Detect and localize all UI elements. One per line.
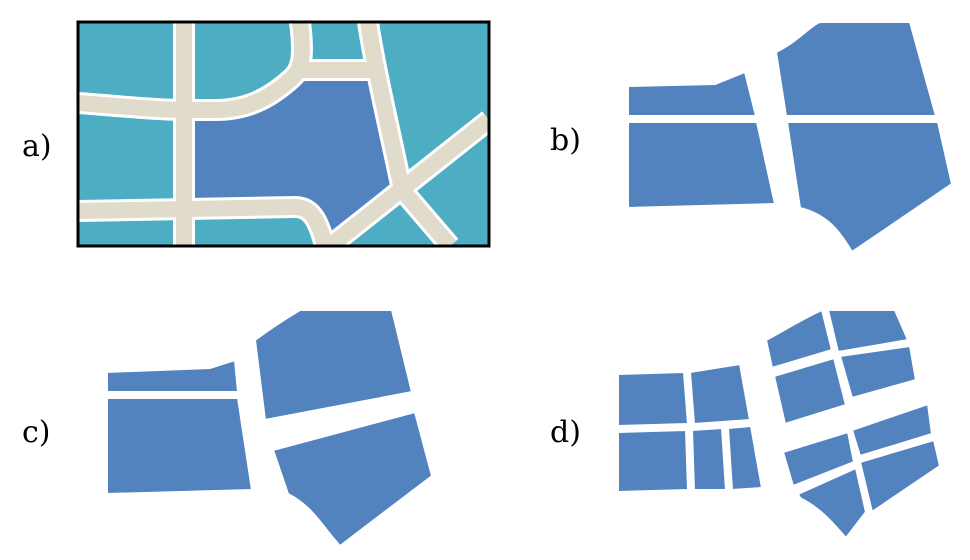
parcel-c-right-bottom bbox=[271, 410, 434, 548]
parcel-d-left-c bbox=[617, 428, 690, 494]
parcel-d-right-g bbox=[858, 438, 942, 514]
parcel-d-right-c bbox=[772, 356, 848, 426]
parcel-b-right-top bbox=[774, 21, 938, 117]
parcel-b-left-top bbox=[627, 70, 758, 117]
map-road-south bbox=[78, 199, 333, 246]
panel-label-d: d) bbox=[550, 415, 581, 450]
panel-label-c: c) bbox=[22, 415, 51, 450]
parcel-c-right-top bbox=[253, 309, 414, 422]
parcel-d-left-d bbox=[690, 426, 728, 491]
panel-c-parcels bbox=[106, 309, 434, 548]
parcel-d-right-a bbox=[764, 308, 834, 370]
parcel-b-left-bottom bbox=[627, 121, 777, 210]
parcel-b-right-bottom bbox=[785, 121, 954, 254]
parcel-d-left-a bbox=[617, 370, 690, 428]
parcel-d-left-b bbox=[688, 362, 752, 426]
parcel-d-right-e bbox=[781, 430, 856, 488]
parcel-d-right-b bbox=[826, 309, 910, 354]
panel-a-map bbox=[76, 20, 491, 248]
map-central-block bbox=[190, 79, 400, 236]
parcel-d-right-h bbox=[796, 466, 868, 540]
panel-label-a: a) bbox=[22, 129, 52, 164]
parcel-d-left-e bbox=[726, 424, 764, 492]
parcel-d-right-d bbox=[838, 344, 918, 400]
map-road-west bbox=[78, 22, 310, 118]
parcel-c-left-bottom bbox=[106, 397, 254, 496]
parcel-d-right-f bbox=[850, 402, 934, 458]
panel-label-b: b) bbox=[550, 123, 581, 158]
panel-d-parcels bbox=[617, 308, 942, 540]
panel-b-parcels bbox=[627, 21, 954, 254]
map-frame bbox=[76, 20, 491, 248]
map-road-southeast bbox=[325, 113, 489, 246]
parcel-c-left-top bbox=[106, 358, 240, 393]
